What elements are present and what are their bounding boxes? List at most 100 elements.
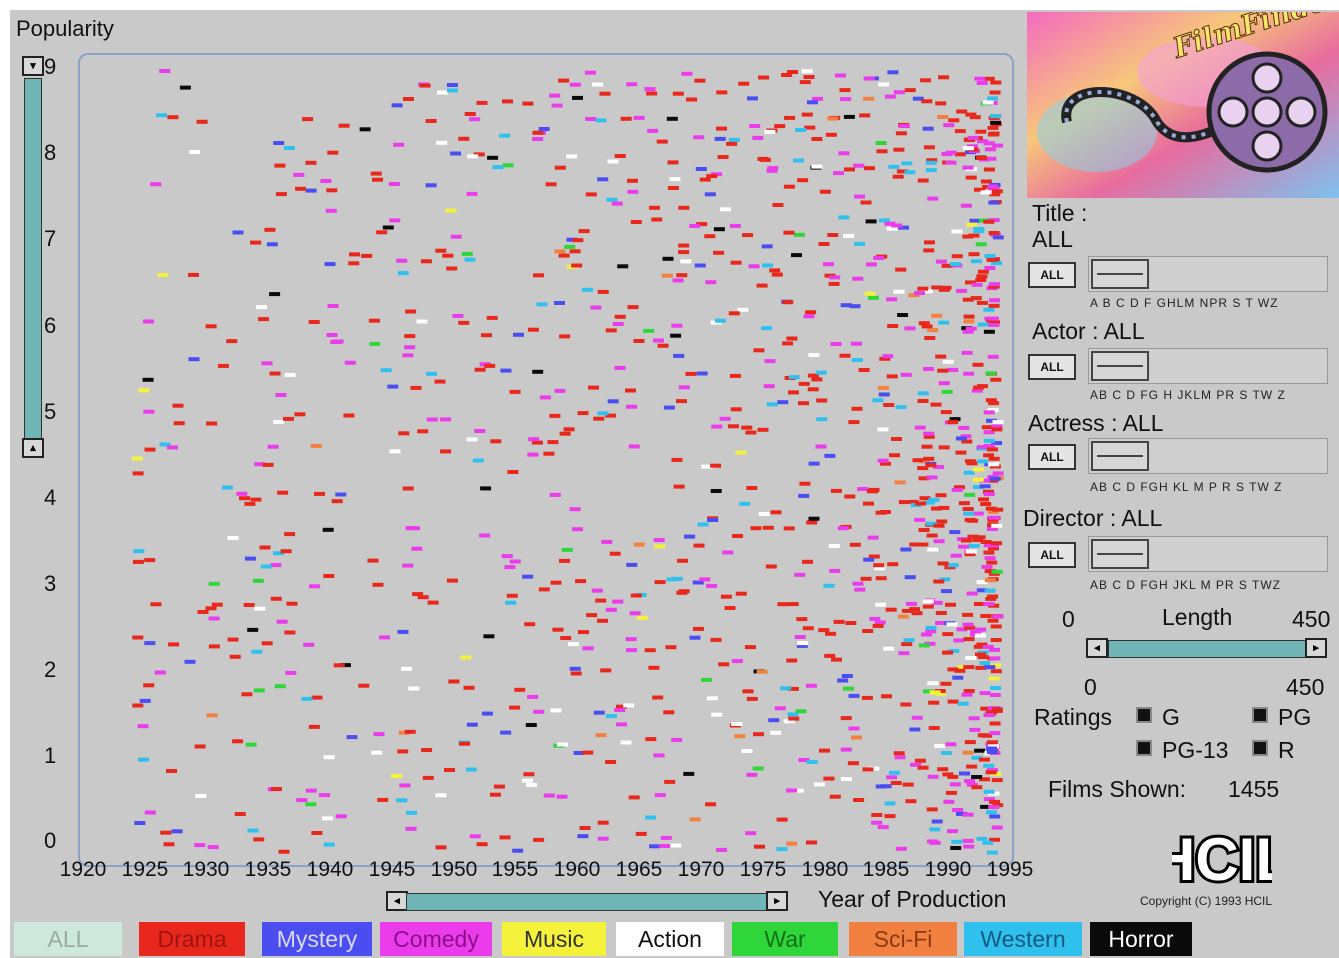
film-mark[interactable]	[802, 626, 814, 631]
film-mark[interactable]	[493, 784, 505, 789]
film-mark[interactable]	[695, 167, 707, 171]
film-mark[interactable]	[900, 547, 912, 552]
film-mark[interactable]	[909, 607, 921, 612]
film-mark[interactable]	[782, 341, 794, 346]
film-mark[interactable]	[987, 408, 999, 413]
film-mark[interactable]	[877, 458, 889, 463]
film-mark[interactable]	[234, 812, 246, 816]
film-mark[interactable]	[286, 601, 298, 606]
film-mark[interactable]	[860, 576, 872, 581]
film-mark[interactable]	[166, 769, 177, 773]
film-mark[interactable]	[869, 616, 881, 621]
film-mark[interactable]	[980, 502, 992, 506]
film-mark[interactable]	[852, 276, 864, 281]
film-mark[interactable]	[851, 358, 863, 362]
film-mark[interactable]	[813, 782, 825, 787]
film-mark[interactable]	[947, 367, 959, 372]
film-mark[interactable]	[507, 470, 519, 474]
film-mark[interactable]	[839, 353, 851, 358]
film-mark[interactable]	[630, 593, 642, 598]
film-mark[interactable]	[887, 324, 899, 328]
film-mark[interactable]	[917, 178, 929, 183]
film-mark[interactable]	[628, 795, 640, 800]
film-mark[interactable]	[787, 602, 799, 607]
film-mark[interactable]	[163, 842, 175, 847]
film-mark[interactable]	[962, 329, 974, 334]
film-mark[interactable]	[758, 75, 770, 80]
film-mark[interactable]	[227, 637, 239, 642]
film-mark[interactable]	[522, 101, 534, 106]
film-mark[interactable]	[923, 145, 935, 150]
film-mark[interactable]	[159, 69, 171, 73]
film-mark[interactable]	[917, 466, 929, 471]
film-mark[interactable]	[730, 260, 742, 265]
film-mark[interactable]	[944, 565, 956, 570]
film-mark[interactable]	[783, 526, 795, 531]
film-mark[interactable]	[783, 230, 795, 235]
film-mark[interactable]	[771, 272, 783, 277]
film-mark[interactable]	[425, 119, 437, 123]
film-mark[interactable]	[396, 798, 408, 803]
film-mark[interactable]	[332, 339, 344, 344]
film-mark[interactable]	[983, 489, 994, 494]
film-mark[interactable]	[862, 767, 874, 772]
film-mark[interactable]	[440, 449, 452, 454]
film-mark[interactable]	[798, 401, 809, 406]
film-mark[interactable]	[843, 233, 855, 238]
film-mark[interactable]	[988, 284, 1000, 289]
film-mark[interactable]	[361, 253, 373, 258]
film-mark[interactable]	[927, 196, 939, 201]
film-mark[interactable]	[904, 575, 916, 580]
film-mark[interactable]	[904, 88, 916, 93]
film-mark[interactable]	[964, 552, 976, 557]
film-mark[interactable]	[626, 404, 638, 409]
film-mark[interactable]	[931, 285, 943, 290]
film-mark[interactable]	[891, 437, 902, 441]
film-mark[interactable]	[251, 649, 263, 654]
film-mark[interactable]	[669, 177, 681, 182]
film-mark[interactable]	[599, 91, 611, 96]
film-mark[interactable]	[403, 97, 414, 101]
film-mark[interactable]	[786, 788, 798, 793]
film-mark[interactable]	[787, 70, 798, 74]
film-mark[interactable]	[305, 802, 317, 807]
film-mark[interactable]	[689, 635, 701, 640]
film-mark[interactable]	[988, 456, 1000, 461]
film-mark[interactable]	[653, 338, 664, 343]
film-mark[interactable]	[978, 757, 990, 762]
film-mark[interactable]	[132, 471, 144, 476]
film-mark[interactable]	[900, 702, 912, 707]
film-mark[interactable]	[595, 598, 607, 603]
film-mark[interactable]	[900, 372, 912, 377]
film-mark[interactable]	[150, 602, 162, 607]
film-mark[interactable]	[990, 80, 1002, 85]
film-mark[interactable]	[933, 465, 944, 469]
film-mark[interactable]	[984, 569, 996, 574]
film-mark[interactable]	[843, 114, 855, 119]
film-mark[interactable]	[656, 139, 668, 144]
film-mark[interactable]	[979, 661, 991, 666]
film-mark[interactable]	[967, 518, 979, 523]
film-mark[interactable]	[989, 647, 1000, 652]
film-mark[interactable]	[500, 730, 512, 735]
film-mark[interactable]	[987, 618, 999, 623]
film-mark[interactable]	[367, 558, 379, 563]
film-mark[interactable]	[757, 156, 769, 161]
genre-button-drama[interactable]: Drama	[139, 922, 245, 956]
film-mark[interactable]	[939, 577, 951, 582]
film-mark[interactable]	[744, 645, 756, 650]
film-mark[interactable]	[296, 798, 308, 803]
film-mark[interactable]	[853, 163, 865, 168]
film-mark[interactable]	[777, 400, 789, 405]
film-mark[interactable]	[706, 583, 718, 588]
film-mark[interactable]	[522, 574, 534, 579]
film-mark[interactable]	[884, 814, 896, 819]
film-mark[interactable]	[827, 233, 839, 237]
film-mark[interactable]	[643, 328, 655, 333]
rating-g-checkbox[interactable]: G	[1136, 704, 1180, 731]
film-mark[interactable]	[768, 718, 780, 723]
film-mark[interactable]	[977, 655, 989, 659]
film-mark[interactable]	[509, 559, 521, 564]
film-mark[interactable]	[891, 223, 903, 228]
film-mark[interactable]	[938, 75, 950, 80]
